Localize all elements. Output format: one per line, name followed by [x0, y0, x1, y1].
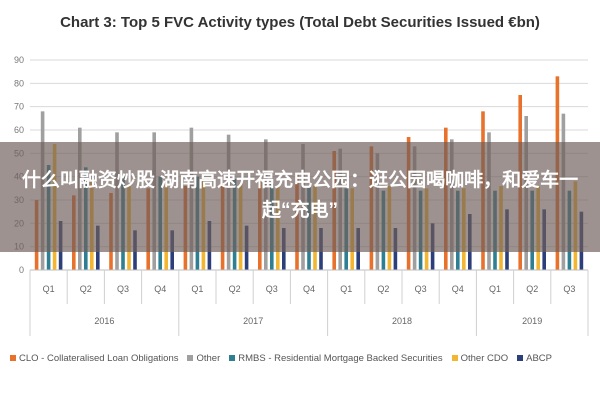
- y-tick-label: 70: [14, 102, 24, 112]
- x-tick-label: Q3: [117, 284, 129, 294]
- legend-swatch: [10, 355, 16, 361]
- overlay-headline: 什么叫融资炒股 湖南高速开福充电公园：逛公园喝咖啡，和爱车一起“充电”: [21, 170, 579, 221]
- legend-label: ABCP: [526, 352, 552, 364]
- x-tick-label: Q3: [266, 284, 278, 294]
- legend-label: Other CDO: [460, 352, 509, 364]
- x-axis-ticks: Q1 Q2 Q3 Q4 Q1 Q2 Q3 Q4 Q1 Q2 Q3 Q4 Q1 Q2 Q3: [29, 269, 589, 304]
- x-tick-label: Q1: [340, 284, 352, 294]
- x-tick-label: Q4: [303, 284, 315, 294]
- legend-item: RMBS - Residential Mortgage Backed Secur…: [229, 352, 443, 364]
- x-tick-label: Q3: [563, 284, 575, 294]
- x-tick-label: Q2: [229, 284, 241, 294]
- legend-label: Other: [196, 352, 221, 364]
- x-tick-label: Q1: [489, 284, 501, 294]
- chart-title: Chart 3: Top 5 FVC Activity types (Total…: [60, 14, 540, 31]
- y-tick-label: 0: [19, 265, 24, 275]
- year-group-label: 2017: [243, 316, 263, 326]
- legend-swatch: [517, 355, 524, 361]
- legend-item: Other: [187, 353, 220, 364]
- year-group-label: 2018: [392, 316, 412, 326]
- y-tick-label: 60: [14, 125, 24, 135]
- legend-swatch: [187, 355, 194, 361]
- legend-swatch: [229, 355, 236, 361]
- legend-item: ABCP: [517, 353, 552, 364]
- legend: CLO - Collateralised Loan Obligations Oth…: [10, 350, 595, 366]
- y-tick-label: 80: [14, 78, 24, 88]
- legend-swatch: [451, 355, 458, 361]
- x-tick-label: Q1: [191, 284, 203, 294]
- x-tick-label: Q4: [452, 284, 464, 294]
- legend-label: RMBS - Residential Mortgage Backed Secur…: [238, 352, 443, 364]
- x-tick-label: Q2: [526, 284, 538, 294]
- x-tick-label: Q2: [377, 284, 389, 294]
- year-group-label: 2019: [522, 316, 542, 326]
- y-tick-label: 90: [14, 55, 24, 65]
- x-tick-label: Q4: [154, 284, 166, 294]
- year-groups: 2016 2017 2018 2019: [29, 304, 589, 336]
- legend-label: CLO - Collateralised Loan Obligations: [19, 352, 179, 364]
- x-tick-label: Q3: [415, 284, 427, 294]
- overlay-banner: 什么叫融资炒股 湖南高速开福充电公园：逛公园喝咖啡，和爱车一起“充电”: [0, 142, 600, 252]
- x-tick-label: Q1: [43, 284, 55, 294]
- x-tick-label: Q2: [80, 284, 92, 294]
- legend-item: Other CDO: [451, 352, 509, 364]
- year-group-label: 2016: [94, 316, 114, 326]
- legend-item: CLO - Collateralised Loan Obligations: [10, 353, 178, 364]
